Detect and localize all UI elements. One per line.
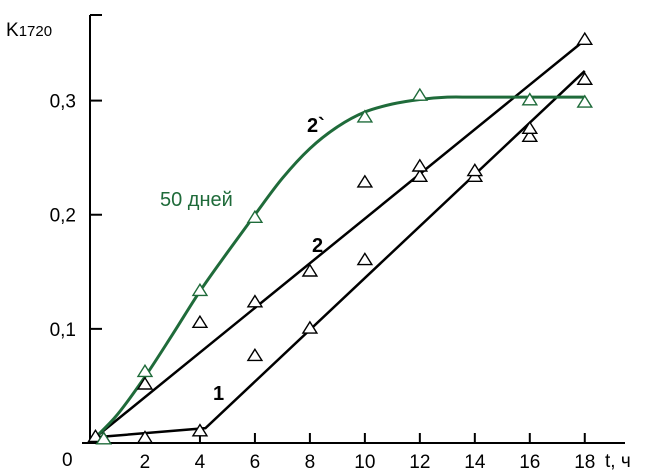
y-tick-label: 0,2 xyxy=(50,206,76,227)
data-point xyxy=(356,174,374,188)
data-point xyxy=(136,376,154,390)
y-tick-label: 0,3 xyxy=(50,92,76,113)
data-point xyxy=(136,430,154,444)
curve-label: 2` xyxy=(307,115,325,137)
axes xyxy=(82,14,625,444)
data-point xyxy=(246,209,264,224)
data-point xyxy=(301,320,319,334)
data-point xyxy=(136,363,154,378)
data-point xyxy=(411,158,429,172)
x-tick-label: 6 xyxy=(250,452,261,470)
data-point xyxy=(95,431,113,445)
data-point xyxy=(87,428,104,443)
x-axis-label: t, ч xyxy=(605,451,631,470)
data-point xyxy=(466,163,484,177)
data-point xyxy=(191,282,209,297)
data-point xyxy=(521,128,539,143)
fit-line-2 xyxy=(94,39,586,439)
x-tick-label: 14 xyxy=(464,452,486,470)
data-point xyxy=(356,252,374,266)
data-point xyxy=(301,263,319,277)
origin-label: 0 xyxy=(62,450,73,470)
data-point xyxy=(191,423,209,437)
data-point xyxy=(576,71,594,85)
axis-ticks: 2 4 6 8 10 12 14 16 180,10,20,3 xyxy=(50,92,596,470)
fit-lines xyxy=(94,39,586,439)
y-tick-label: 0,1 xyxy=(50,320,76,341)
data-point xyxy=(191,314,209,329)
data-point xyxy=(411,168,429,182)
data-point xyxy=(246,294,264,308)
fit-line-1 xyxy=(95,70,586,439)
curve-label: 1 xyxy=(213,383,224,405)
data-point xyxy=(576,94,594,108)
data-point xyxy=(521,92,539,106)
x-tick-label: 10 xyxy=(354,452,375,470)
data-markers xyxy=(87,31,594,445)
curve-label: 2 xyxy=(312,235,323,257)
curve-labels: 1 2 2` 50 дней xyxy=(160,115,325,405)
data-point xyxy=(521,120,539,135)
data-point xyxy=(246,347,264,362)
data-point xyxy=(411,87,429,101)
x-tick-label: 2 xyxy=(140,452,151,470)
axis-labels: K1720 t, ч 0 xyxy=(6,20,631,470)
series-note: 50 дней xyxy=(160,189,233,211)
x-tick-label: 18 xyxy=(574,452,595,470)
data-point xyxy=(356,109,374,123)
y-axis-label: K1720 xyxy=(6,20,52,41)
data-point xyxy=(576,31,594,46)
x-tick-label: 8 xyxy=(305,452,316,470)
x-tick-label: 4 xyxy=(195,452,206,470)
x-tick-label: 12 xyxy=(409,452,430,470)
x-tick-label: 16 xyxy=(519,452,540,470)
fit-line-2prime xyxy=(94,95,585,439)
